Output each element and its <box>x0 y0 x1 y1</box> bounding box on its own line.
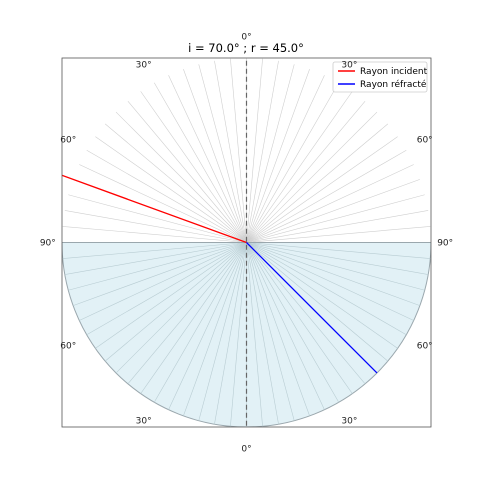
protractor-tick-bottom <box>68 242 247 291</box>
protractor-tick-top <box>127 100 247 243</box>
protractor-tick-top <box>246 194 425 243</box>
angle-label: 0° <box>241 33 251 43</box>
protractor-tick-bottom <box>86 242 247 336</box>
protractor-tick-top <box>246 75 325 243</box>
protractor-tick-bottom <box>198 242 247 421</box>
protractor-tick-bottom <box>246 242 431 259</box>
protractor-tick-bottom <box>168 242 247 410</box>
angle-label: 60° <box>60 136 76 146</box>
protractor-tick-top <box>140 91 247 243</box>
angle-label: 0° <box>241 444 251 454</box>
protractor-tick-top <box>168 75 247 243</box>
protractor-tick-top <box>246 164 414 243</box>
protractor-tick-bottom <box>246 242 407 336</box>
protractor-tick-top <box>246 179 420 243</box>
protractor-tick-top <box>214 60 247 243</box>
protractor-tick-top <box>246 210 429 243</box>
protractor-tick-bottom <box>246 242 398 349</box>
protractor-tick-top <box>104 123 247 243</box>
protractor-tick-top <box>246 111 378 243</box>
protractor-tick-bottom <box>183 242 247 416</box>
protractor-tick-bottom <box>140 242 247 394</box>
angle-label: 60° <box>417 136 433 146</box>
protractor-tick-top <box>64 210 247 243</box>
protractor-tick-bottom <box>246 242 340 403</box>
protractor-tick-bottom <box>246 242 366 385</box>
protractor-tick-bottom <box>214 242 247 425</box>
protractor-tick-top <box>68 194 247 243</box>
refracted-ray <box>246 242 378 374</box>
protractor-tick-bottom <box>246 242 389 362</box>
protractor-tick-top <box>86 149 247 243</box>
protractor-tick-top <box>79 164 247 243</box>
protractor-tick-bottom <box>64 242 247 275</box>
legend-label: Rayon réfracté <box>360 79 427 90</box>
protractor-tick-top <box>246 69 310 243</box>
protractor-tick-top <box>246 60 279 243</box>
protractor-tick-bottom <box>246 242 353 394</box>
axes-frame <box>61 57 432 428</box>
legend: Rayon incident Rayon réfracté <box>332 61 428 93</box>
protractor-tick-top <box>246 136 398 243</box>
protractor-tick-bottom <box>246 242 295 421</box>
protractor-tick-top <box>230 58 247 243</box>
protractor-tick-top <box>95 136 247 243</box>
protractor-tick-top <box>246 91 353 243</box>
protractor-tick-bottom <box>127 242 247 385</box>
angle-label: 90° <box>40 239 56 249</box>
protractor-tick-top <box>246 123 389 243</box>
protractor-tick-bottom <box>246 242 414 321</box>
protractor-tick-bottom <box>79 242 247 321</box>
protractor-tick-bottom <box>62 242 247 259</box>
protractor-tick-bottom <box>246 242 279 425</box>
angle-label: 60° <box>60 341 76 351</box>
protractor-tick-bottom <box>246 242 420 306</box>
angle-label: 60° <box>417 341 433 351</box>
protractor-tick-top <box>62 226 247 243</box>
protractor-tick-top <box>246 149 407 243</box>
legend-label: Rayon incident <box>360 67 428 77</box>
protractor-tick-top <box>246 100 366 243</box>
protractor-tick-top <box>246 226 431 243</box>
angle-label: 30° <box>341 60 357 70</box>
protractor-tick-top <box>183 69 247 243</box>
protractor-tick-bottom <box>246 242 425 291</box>
protractor-tick-bottom <box>104 242 247 362</box>
protractor-tick-bottom <box>95 242 247 349</box>
chart-title: i = 70.0° ; r = 45.0° <box>188 41 304 55</box>
protractor-tick-bottom <box>246 242 429 275</box>
angle-label: 30° <box>136 417 152 427</box>
protractor-tick-top <box>115 111 247 243</box>
protractor-tick-bottom <box>246 242 325 410</box>
protractor-tick-bottom <box>246 242 263 427</box>
angle-label: 30° <box>136 60 152 70</box>
protractor-tick-bottom <box>73 242 247 306</box>
protractor-tick-top <box>246 82 340 243</box>
protractor-tick-top <box>246 64 295 243</box>
incident-ray <box>62 174 247 244</box>
protractor-tick-top <box>246 58 263 243</box>
protractor-tick-bottom <box>153 242 247 403</box>
protractor-tick-top <box>153 82 247 243</box>
angle-label: 30° <box>341 417 357 427</box>
protractor-tick-top <box>198 64 247 243</box>
angle-label: 90° <box>437 239 453 249</box>
protractor-tick-bottom <box>230 242 247 427</box>
protractor-tick-bottom <box>115 242 247 374</box>
legend-box <box>332 61 428 93</box>
protractor-tick-bottom <box>246 242 310 416</box>
